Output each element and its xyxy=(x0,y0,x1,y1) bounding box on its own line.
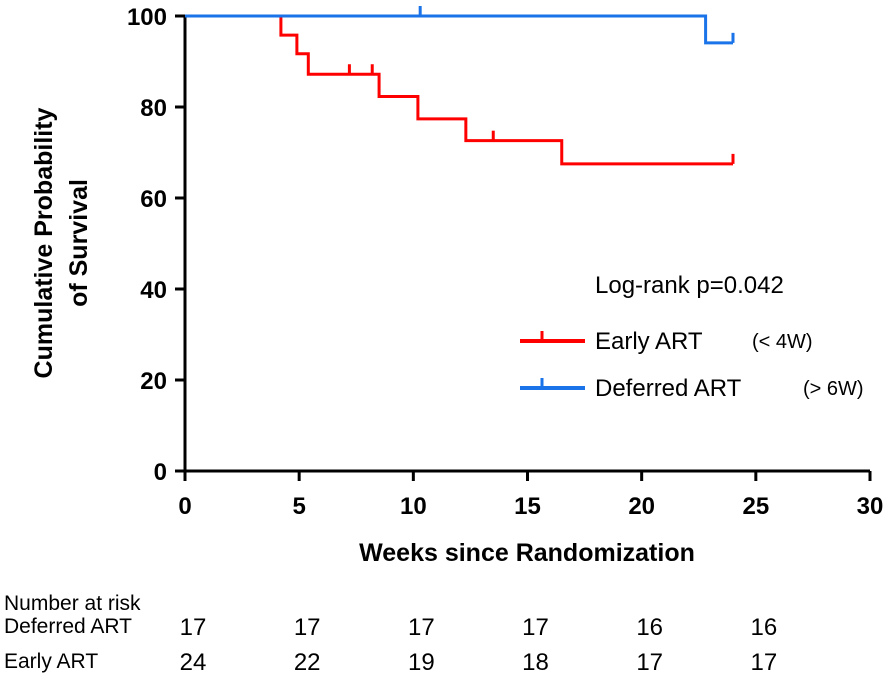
legend-label-early-art: Early ART xyxy=(595,328,703,355)
risk-table-title: Number at risk xyxy=(4,592,141,615)
y-tick-label: 0 xyxy=(154,459,167,486)
y-tick-label: 100 xyxy=(127,4,167,31)
x-tick-label: 30 xyxy=(857,493,884,520)
risk-value: 17 xyxy=(636,649,663,676)
y-axis-title-line1: Cumulative Probability xyxy=(30,107,58,378)
risk-value: 17 xyxy=(180,614,207,641)
risk-row-label-deferred-art: Deferred ART xyxy=(4,615,132,638)
x-tick-label: 5 xyxy=(292,493,305,520)
legend-note-deferred-art: (> 6W) xyxy=(803,378,864,400)
legend-item-deferred-art: Deferred ART (> 6W) xyxy=(520,375,864,402)
y-axis-title-line2: of Survival xyxy=(65,179,93,307)
y-tick-label: 20 xyxy=(140,368,167,395)
x-ticks: 0 5 10 15 20 25 30 xyxy=(178,471,883,520)
series-layer xyxy=(185,6,735,166)
axes xyxy=(183,16,870,473)
legend: Early ART (< 4W) Deferred ART (> 6W) xyxy=(520,328,864,402)
x-tick-label: 20 xyxy=(628,493,655,520)
y-tick-label: 60 xyxy=(140,186,167,213)
survival-curve-early-art xyxy=(185,14,733,166)
y-tick-label: 80 xyxy=(140,95,167,122)
risk-value: 17 xyxy=(294,614,321,641)
series-deferred-art xyxy=(185,6,735,45)
x-axis-title: Weeks since Randomization xyxy=(359,539,695,567)
risk-table: Number at risk Deferred ART Early ART 17… xyxy=(4,592,777,676)
x-tick-label: 15 xyxy=(514,493,541,520)
risk-values: 17 17 17 17 16 16 24 22 19 18 17 17 xyxy=(180,614,778,676)
risk-value: 17 xyxy=(750,649,777,676)
y-tick-label: 40 xyxy=(140,277,167,304)
risk-value: 17 xyxy=(522,614,549,641)
legend-item-early-art: Early ART (< 4W) xyxy=(520,328,813,355)
risk-value: 22 xyxy=(294,649,321,676)
y-ticks: 0 20 40 60 80 100 xyxy=(127,4,185,486)
risk-value: 16 xyxy=(636,614,663,641)
log-rank-annotation: Log-rank p=0.042 xyxy=(595,272,784,299)
series-early-art xyxy=(185,14,735,166)
legend-note-early-art: (< 4W) xyxy=(752,331,813,353)
risk-value: 16 xyxy=(750,614,777,641)
risk-value: 19 xyxy=(408,649,435,676)
risk-row-label-early-art: Early ART xyxy=(4,650,98,673)
risk-value: 24 xyxy=(180,649,207,676)
survival-curve-deferred-art xyxy=(185,14,733,45)
x-tick-label: 25 xyxy=(742,493,769,520)
x-tick-label: 10 xyxy=(400,493,427,520)
risk-value: 18 xyxy=(522,649,549,676)
risk-value: 17 xyxy=(408,614,435,641)
legend-label-deferred-art: Deferred ART xyxy=(595,375,742,402)
x-tick-label: 0 xyxy=(178,493,191,520)
